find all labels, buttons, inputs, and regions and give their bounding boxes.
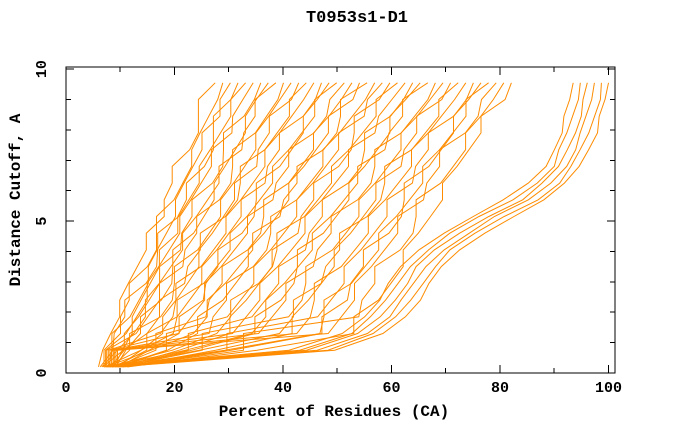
x-tick-labels: 0 20 40 60 80 100: [61, 380, 622, 397]
gdt-curve: [119, 82, 444, 368]
gdt-curve: [127, 82, 512, 368]
gdt-curve: [105, 82, 254, 367]
gdt-curve: [108, 82, 231, 367]
gdt-curve: [113, 82, 322, 368]
gdt-curve: [111, 82, 292, 368]
gdt-curve: [125, 82, 452, 368]
x-tick-label: 40: [274, 380, 292, 397]
x-tick-label: 0: [61, 380, 70, 397]
y-tick-label: 5: [34, 217, 51, 226]
chart-title: T0953s1-D1: [305, 9, 409, 28]
axis-ticks: [65, 67, 615, 374]
gdt-curve: [118, 82, 330, 368]
gdt-curves: [98, 82, 609, 368]
gdt-curve: [126, 82, 482, 368]
gdt-curve: [117, 82, 609, 368]
gdt-curve: [115, 82, 269, 368]
gdt-curve: [106, 82, 581, 368]
gdt-curve: [101, 82, 277, 368]
gdt-curve: [111, 82, 376, 367]
gdt-curve: [106, 82, 284, 367]
gdt-curve: [117, 82, 300, 368]
gdt-curve: [121, 82, 474, 368]
x-tick-label: 60: [382, 380, 400, 397]
gdt-curve: [122, 82, 505, 368]
gdt-curve: [109, 82, 429, 368]
gdt-curve: [115, 82, 467, 367]
gdt-curve: [121, 82, 391, 368]
plot-frame: [65, 66, 616, 374]
gdt-curve: [105, 82, 368, 368]
gdt-curve: [103, 82, 224, 367]
gdt-curve: [114, 82, 602, 368]
gdt-curve: [112, 82, 595, 368]
gdt-curve: [117, 82, 414, 368]
gdt-curve: [115, 82, 353, 368]
y-tick-labels: 0 5 10: [34, 60, 51, 377]
x-tick-label: 100: [595, 380, 622, 397]
gdt-curve: [99, 82, 246, 368]
gdt-curve: [110, 82, 459, 368]
y-tick-label: 10: [34, 60, 51, 78]
gdt-curve: [123, 82, 421, 368]
gdt-curve: [113, 82, 239, 368]
gdt-curve: [107, 82, 398, 368]
gdt-curve: [102, 82, 307, 368]
gdt-curve: [112, 82, 406, 367]
gdt-curve: [109, 82, 588, 368]
gdt-curve: [110, 82, 262, 368]
x-tick-label: 20: [165, 380, 183, 397]
y-tick-label: 0: [34, 368, 51, 377]
x-tick-label: 80: [491, 380, 509, 397]
x-axis-title: Percent of Residues (CA): [218, 403, 450, 421]
gdt-curve: [98, 82, 216, 368]
gdt-curve: [107, 82, 315, 367]
gdt-curve: [103, 82, 574, 368]
gdt-curve: [104, 82, 338, 368]
gdt-curve: [112, 82, 489, 368]
